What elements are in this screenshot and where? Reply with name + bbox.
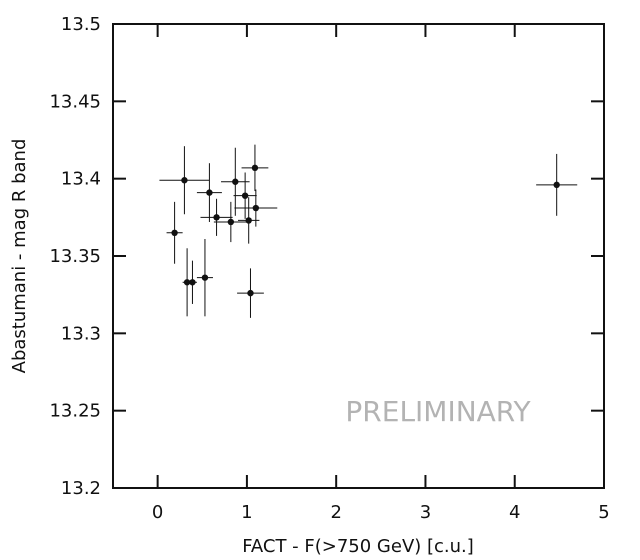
- data-point-6: [196, 163, 222, 222]
- x-tick-label: 4: [509, 502, 520, 523]
- y-tick-label: 13.45: [49, 91, 101, 112]
- data-point-1: [166, 201, 183, 264]
- data-point-12: [237, 268, 264, 318]
- point-marker: [206, 189, 213, 196]
- point-marker: [232, 178, 239, 185]
- data-point-15: [536, 153, 578, 216]
- x-tick-label: 5: [598, 502, 609, 523]
- x-tick-label: 3: [420, 502, 431, 523]
- data-point-4: [187, 260, 197, 304]
- point-marker: [181, 177, 188, 184]
- axis-ticks: 0 1 2 3 4 5 13.2 13.25 13.3 13.35 13.4 13.45 13.5: [49, 14, 609, 523]
- point-marker: [553, 181, 560, 189]
- data-point-14: [234, 189, 278, 227]
- y-tick-label: 13.35: [49, 246, 101, 267]
- data-point-2: [159, 146, 210, 215]
- data-point-5: [196, 238, 213, 317]
- x-tick-label: 0: [152, 502, 163, 523]
- point-marker: [189, 279, 196, 286]
- point-marker: [252, 204, 260, 212]
- point-marker: [241, 192, 249, 199]
- point-marker: [251, 164, 259, 172]
- y-tick-label: 13.4: [61, 169, 101, 190]
- preliminary-watermark: PRELIMINARY: [345, 395, 531, 428]
- data-points: [159, 144, 578, 318]
- point-marker: [227, 218, 235, 226]
- x-tick-label: 1: [241, 502, 252, 523]
- x-tick-label: 2: [330, 502, 341, 523]
- point-marker: [213, 214, 220, 221]
- y-tick-label: 13.25: [49, 401, 101, 422]
- data-point-7: [200, 198, 233, 236]
- point-marker: [247, 289, 254, 297]
- x-axis-label: FACT - F(>750 GeV) [c.u.]: [242, 536, 474, 557]
- y-axis-label: Abastumani - mag R band: [9, 139, 30, 374]
- y-tick-label: 13.3: [61, 323, 101, 344]
- point-marker: [171, 229, 178, 236]
- point-marker: [201, 274, 209, 281]
- y-tick-label: 13.5: [61, 14, 101, 35]
- data-point-8: [213, 201, 248, 243]
- y-tick-label: 13.2: [61, 478, 101, 499]
- data-point-13: [241, 144, 269, 192]
- point-marker: [245, 217, 252, 224]
- point-marker: [183, 279, 191, 286]
- data-point-10: [233, 172, 257, 219]
